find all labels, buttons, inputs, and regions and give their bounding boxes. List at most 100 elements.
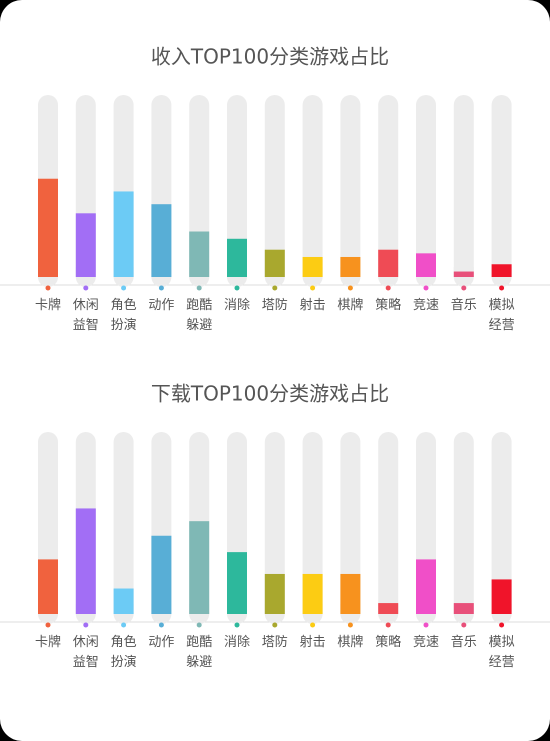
x-tick-label-line: 经营 <box>489 655 515 670</box>
x-tick-label-line: 跑酷 <box>186 635 212 650</box>
x-tick-label: 塔防 <box>262 634 288 650</box>
bar <box>378 603 399 614</box>
dot <box>45 285 51 291</box>
x-tick-label-line: 益智 <box>73 318 99 333</box>
x-tick-label-line: 卡牌 <box>35 634 61 650</box>
x-tick-label-line: 扮演 <box>111 654 137 670</box>
bar <box>491 264 512 277</box>
x-tick-label-line: 射击 <box>300 634 326 650</box>
dot <box>423 622 429 628</box>
x-tick-label-line: 卡牌 <box>35 297 61 313</box>
bar <box>264 249 285 277</box>
dot <box>234 285 240 291</box>
x-tick-label-line: 益智 <box>73 655 99 670</box>
dot <box>385 285 391 291</box>
track <box>491 95 512 287</box>
bar <box>264 573 285 614</box>
x-tick-label: 射击 <box>300 297 326 313</box>
x-tick-label: 动作 <box>148 635 174 650</box>
x-tick-label: 卡牌 <box>35 297 61 313</box>
x-tick-label: 策略 <box>375 634 401 650</box>
track <box>378 95 399 287</box>
dot <box>347 622 353 628</box>
bar <box>453 271 474 277</box>
bar <box>416 253 436 277</box>
bar <box>151 535 172 614</box>
dot <box>499 285 505 291</box>
x-tick-label: 休闲益智 <box>73 635 99 670</box>
dot <box>461 285 467 291</box>
x-tick-label-line: 音乐 <box>451 297 477 313</box>
track <box>416 95 436 287</box>
track <box>491 432 512 624</box>
dot <box>121 285 127 291</box>
dot <box>83 622 89 628</box>
bar <box>227 238 247 277</box>
bar <box>340 256 361 277</box>
bar <box>302 573 323 614</box>
x-tick-label: 棋牌 <box>337 634 363 650</box>
bar <box>378 249 399 277</box>
dot <box>461 622 467 628</box>
x-tick-label: 竞速 <box>413 297 439 313</box>
x-tick-label-line: 角色 <box>111 634 137 650</box>
x-tick-label-line: 竞速 <box>413 634 439 650</box>
x-tick-label-line: 棋牌 <box>337 634 363 650</box>
x-tick-label-line: 扮演 <box>111 317 137 333</box>
x-tick-label: 音乐 <box>451 297 477 313</box>
dot <box>385 622 391 628</box>
x-tick-label-line: 角色 <box>111 297 137 313</box>
dot <box>196 285 202 291</box>
track <box>113 432 134 624</box>
x-tick-label: 消除 <box>224 298 250 313</box>
bar <box>113 191 134 277</box>
x-tick-label: 角色扮演 <box>111 297 137 333</box>
x-tick-label: 动作 <box>148 298 174 313</box>
dot <box>499 622 505 628</box>
x-tick-label-line: 棋牌 <box>337 297 363 313</box>
x-tick-label-line: 跑酷 <box>186 298 212 313</box>
track <box>453 432 474 624</box>
dot <box>45 622 51 628</box>
x-tick-label-line: 塔防 <box>262 634 288 650</box>
x-tick-label: 塔防 <box>262 297 288 313</box>
bar <box>302 256 323 277</box>
dot <box>83 285 89 291</box>
x-tick-label-line: 消除 <box>224 635 250 650</box>
x-tick-label-line: 策略 <box>375 634 401 650</box>
dot <box>310 622 316 628</box>
x-tick-label: 策略 <box>375 297 401 313</box>
x-tick-label: 音乐 <box>451 634 477 650</box>
bar <box>491 579 512 614</box>
bar <box>151 204 172 277</box>
dot <box>272 285 278 291</box>
bar <box>227 552 247 614</box>
track <box>302 95 323 287</box>
track <box>378 432 399 624</box>
x-tick-label: 跑酷躲避 <box>186 298 212 333</box>
bar <box>75 213 96 277</box>
dot <box>423 285 429 291</box>
dot <box>272 622 278 628</box>
x-tick-label: 竞速 <box>413 634 439 650</box>
x-tick-label: 射击 <box>300 634 326 650</box>
x-tick-label: 模拟经营 <box>489 635 515 670</box>
x-tick-label-line: 躲避 <box>186 317 212 333</box>
bar <box>113 588 134 614</box>
dot <box>121 622 127 628</box>
x-tick-label-line: 塔防 <box>262 297 288 313</box>
x-tick-label: 角色扮演 <box>111 634 137 670</box>
x-tick-label-line: 音乐 <box>451 634 477 650</box>
track <box>264 95 285 287</box>
dot <box>310 285 316 291</box>
x-tick-label: 休闲益智 <box>73 298 99 333</box>
chart-title: 收入TOP100分类游戏占比 <box>151 45 389 69</box>
dot <box>347 285 353 291</box>
x-tick-label: 模拟经营 <box>489 298 515 333</box>
x-tick-label-line: 策略 <box>375 297 401 313</box>
x-tick-label-line: 经营 <box>489 318 515 333</box>
x-tick-label: 消除 <box>224 635 250 650</box>
